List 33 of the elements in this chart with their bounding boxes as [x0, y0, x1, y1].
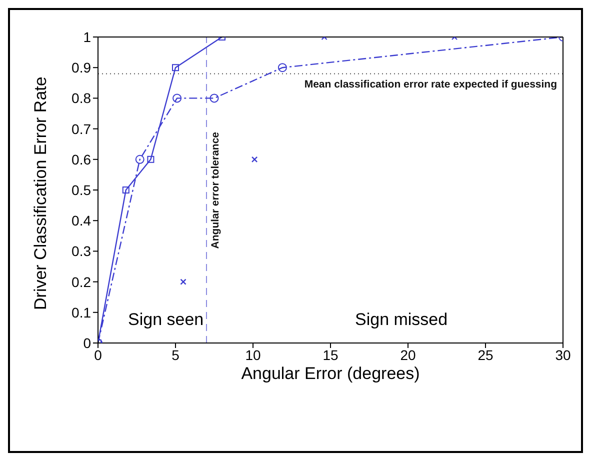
ref-line-label: Angular error tolerance	[210, 132, 222, 249]
y-tick-label: 0.8	[72, 90, 92, 106]
point	[210, 94, 219, 103]
y-tick-label: 0.5	[72, 182, 92, 198]
y-tick-label: 0	[83, 334, 92, 351]
point	[147, 156, 154, 163]
x-tick-label: 0	[94, 346, 102, 363]
point	[135, 154, 144, 164]
x-tick-label: 30	[555, 346, 571, 363]
point	[180, 278, 186, 285]
point	[278, 63, 287, 72]
x-axis-title: Angular Error (degrees)	[241, 364, 420, 383]
ref-line-label: Mean classification error rate expected if guessing	[304, 78, 557, 91]
x-tick-label: 15	[322, 346, 338, 363]
x-tick-label: 20	[400, 346, 416, 363]
x-tick-label: 25	[478, 346, 494, 363]
point	[122, 186, 130, 194]
point	[251, 156, 258, 162]
y-tick-label: 0.7	[72, 120, 92, 137]
y-tick-label: 0.6	[72, 151, 92, 168]
y-tick-label: 1	[83, 28, 92, 45]
y-axis-title: Driver Classification Error Rate	[31, 76, 50, 310]
y-tick-label: 0.1	[72, 304, 92, 320]
x-tick-label: 5	[172, 346, 180, 363]
y-tick-label: 0.2	[72, 274, 92, 290]
annotation: Sign seen	[128, 310, 204, 330]
y-tick-label: 0.9	[72, 60, 92, 76]
annotation: Sign missed	[355, 310, 448, 330]
point	[172, 64, 179, 72]
y-tick-label: 0.3	[72, 243, 92, 260]
x-tick-label: 10	[245, 346, 261, 363]
point	[172, 94, 182, 103]
y-tick-label: 0.4	[72, 212, 92, 229]
